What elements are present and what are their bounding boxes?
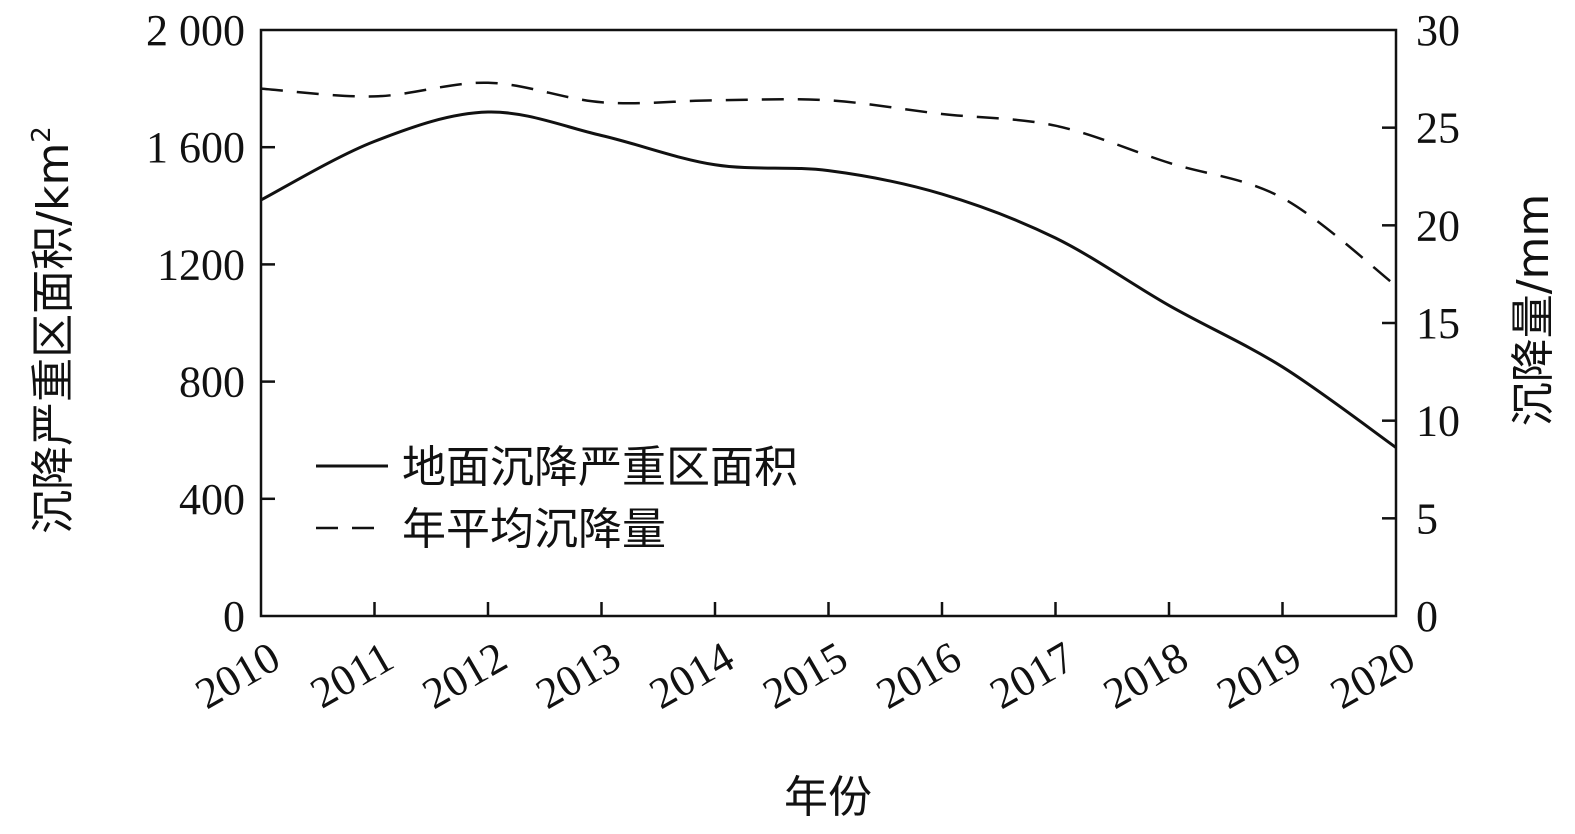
y-left-tick-label-2000: 2 000 [146, 6, 245, 55]
x-tick-label-2019: 2019 [1209, 632, 1310, 718]
x-tick-label-2012: 2012 [414, 632, 515, 718]
x-tick-label-2017: 2017 [982, 632, 1083, 718]
y-left-tick-label-0: 0 [223, 592, 245, 641]
y-right-tick-label-5: 5 [1416, 494, 1438, 543]
y-right-tick-label-20: 20 [1416, 201, 1460, 250]
x-tick-label-2015: 2015 [755, 632, 856, 718]
y-left-tick-label-1600: 1 600 [146, 123, 245, 172]
y-axis-left-title-superscript: 2 [27, 126, 57, 143]
y-right-tick-label-10: 10 [1416, 397, 1460, 446]
y-axis-right: 0 5 10 15 20 25 30 [1382, 6, 1460, 641]
y-right-tick-label-0: 0 [1416, 592, 1438, 641]
y-right-tick-label-30: 30 [1416, 6, 1460, 55]
legend: 地面沉降严重区面积 年平均沉降量 [316, 442, 798, 555]
x-tick-label-2010: 2010 [187, 632, 288, 718]
legend-label-annual-subsidence: 年平均沉降量 [402, 504, 666, 555]
y-right-tick-label-25: 25 [1416, 104, 1460, 153]
x-tick-label-2018: 2018 [1095, 632, 1196, 718]
y-axis-right-title: 沉降量/mm [1508, 194, 1559, 427]
y-left-tick-label-400: 400 [179, 475, 245, 524]
x-tick-label-2016: 2016 [868, 632, 969, 718]
y-axis-left-title: 沉降严重区面积/km2 [27, 126, 79, 534]
y-axis-left: 0 400 800 1200 1 600 2 000 [146, 6, 275, 641]
x-tick-label-2014: 2014 [641, 632, 742, 718]
x-axis: 2010 2011 2012 2013 2014 2015 2016 2017 2018 2019… [187, 602, 1423, 719]
x-axis-title: 年份 [784, 772, 872, 823]
y-right-tick-label-15: 15 [1416, 299, 1460, 348]
legend-label-subsidence-area: 地面沉降严重区面积 [402, 442, 798, 493]
series-line-annual-subsidence [260, 81, 1397, 287]
x-tick-label-2020: 2020 [1322, 632, 1423, 718]
x-tick-label-2013: 2013 [528, 632, 629, 718]
series-line-subsidence-area [260, 110, 1397, 449]
y-axis-left-title-main: 沉降严重区面积/km [28, 143, 79, 534]
x-tick-label-2011: 2011 [302, 632, 401, 718]
y-left-tick-label-1200: 1200 [157, 240, 245, 289]
y-left-tick-label-800: 800 [179, 358, 245, 407]
